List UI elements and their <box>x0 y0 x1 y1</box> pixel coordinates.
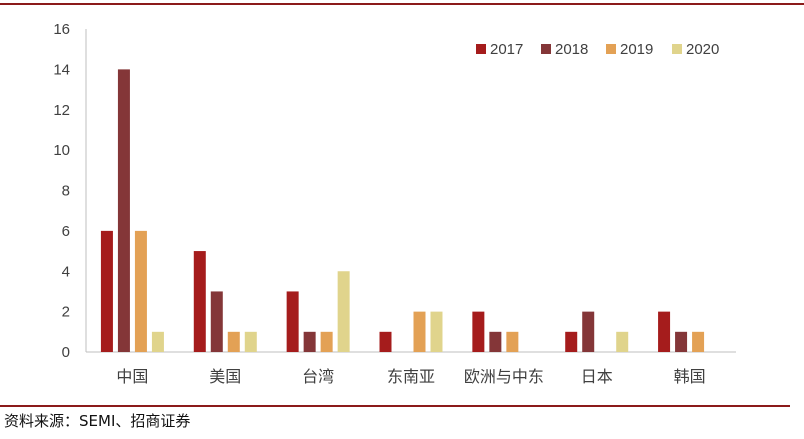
x-tick-label: 欧洲与中东 <box>464 367 544 386</box>
bar-2018-韩国 <box>675 331 688 352</box>
y-tick-label: 8 <box>62 183 70 200</box>
bar-2019-台湾 <box>320 331 333 352</box>
y-tick-label: 2 <box>62 304 70 321</box>
legend-label: 2020 <box>686 41 719 58</box>
bar-2017-中国 <box>100 230 113 352</box>
bar-2019-欧洲与中东 <box>506 331 519 352</box>
source-note: 资料来源：SEMI、招商证券 <box>4 412 191 430</box>
bar-2017-韩国 <box>658 311 671 352</box>
legend-label: 2017 <box>490 41 523 58</box>
bar-2017-东南亚 <box>379 331 392 352</box>
legend-swatch-2020 <box>672 44 682 54</box>
y-tick-label: 12 <box>53 102 70 119</box>
x-axis: 中国 美国 台湾 东南亚 欧洲与中东 日本 韩国 <box>86 351 736 386</box>
bar-2019-美国 <box>227 331 240 352</box>
bar-2020-东南亚 <box>430 311 443 352</box>
bar-2018-台湾 <box>303 331 316 352</box>
legend-swatch-2017 <box>476 44 486 54</box>
x-tick-label: 东南亚 <box>387 367 435 386</box>
bar-2019-中国 <box>134 230 147 352</box>
bar-2020-日本 <box>616 331 629 352</box>
bar-2018-欧洲与中东 <box>489 331 502 352</box>
y-tick-label: 10 <box>53 142 70 159</box>
bar-2018-日本 <box>582 311 595 352</box>
bar-2019-韩国 <box>692 331 705 352</box>
y-tick-label: 16 <box>53 21 70 38</box>
y-tick-label: 4 <box>62 263 70 280</box>
legend-label: 2019 <box>620 41 653 58</box>
bar-2018-中国 <box>117 69 130 352</box>
header-rule <box>0 3 804 5</box>
bar-2018-美国 <box>210 291 223 352</box>
x-tick-label: 日本 <box>581 367 613 386</box>
legend: 2017 2018 2019 2020 <box>476 41 719 58</box>
bar-2017-欧洲与中东 <box>472 311 485 352</box>
bar-2019-东南亚 <box>413 311 426 352</box>
x-tick-label: 中国 <box>116 367 148 386</box>
legend-swatch-2019 <box>606 44 616 54</box>
legend-label: 2018 <box>555 41 588 58</box>
legend-swatch-2018 <box>541 44 551 54</box>
bar-2020-中国 <box>151 331 164 352</box>
x-tick-label: 美国 <box>209 367 241 386</box>
bar-2017-台湾 <box>286 291 299 352</box>
x-tick-label: 台湾 <box>302 367 334 386</box>
y-tick-label: 0 <box>62 344 70 361</box>
y-tick-label: 14 <box>53 61 70 78</box>
bars <box>100 69 705 352</box>
footer-rule <box>0 405 790 407</box>
bar-2017-日本 <box>565 331 578 352</box>
y-axis: 0 2 4 6 8 10 12 14 16 <box>53 21 87 361</box>
x-tick-label: 韩国 <box>674 367 706 386</box>
bar-2020-台湾 <box>337 271 350 352</box>
bar-2020-美国 <box>244 331 257 352</box>
bar-2017-美国 <box>193 251 206 352</box>
y-tick-label: 6 <box>62 223 70 240</box>
